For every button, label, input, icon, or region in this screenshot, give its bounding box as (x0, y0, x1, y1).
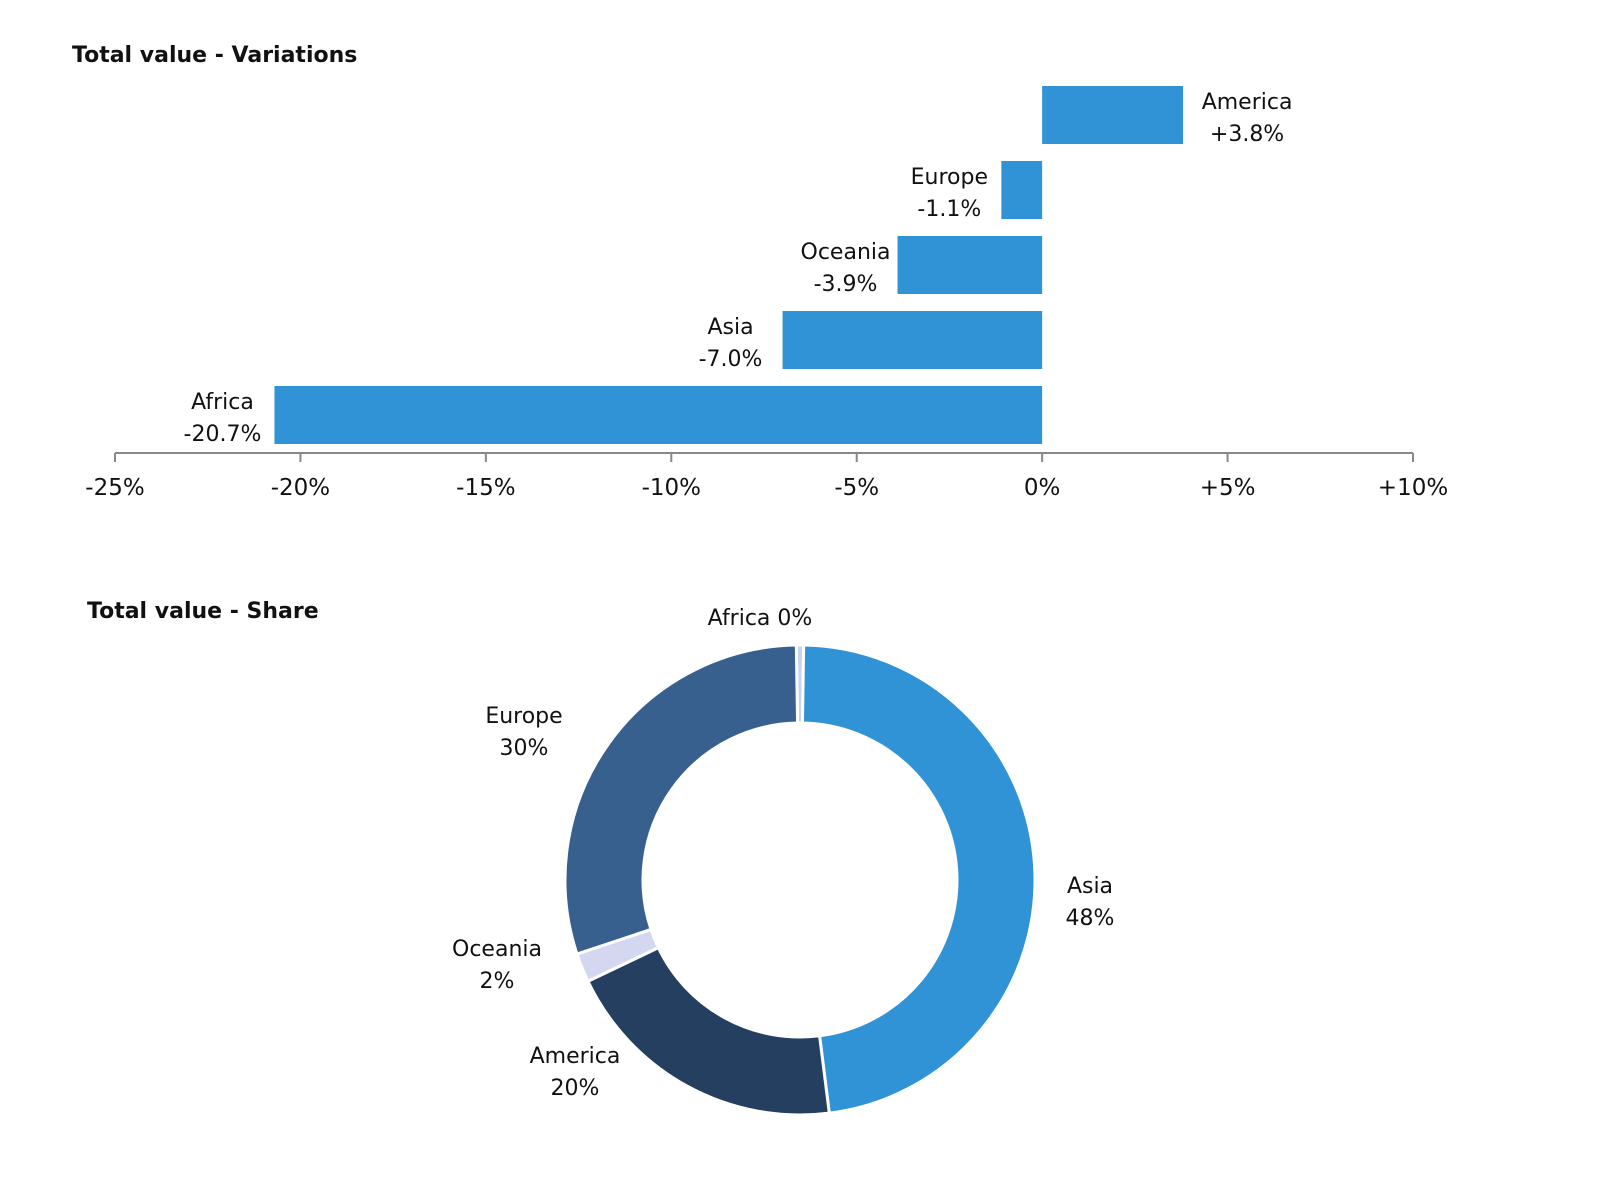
bar-label-africa: Africa (191, 390, 254, 415)
slice-asia (800, 643, 1037, 1115)
x-axis-ticks: -25% -20% -15% -10% -5% 0% +5% +10% (85, 453, 1448, 501)
tick-label: 0% (1024, 475, 1061, 501)
slice-europe (563, 643, 800, 956)
bar-oceania (897, 236, 1043, 294)
slice-america (585, 945, 831, 1117)
bar-africa (274, 386, 1043, 444)
slice-value-america: 20% (551, 1076, 600, 1101)
bar-america (1042, 86, 1184, 144)
bar-europe (1001, 161, 1043, 219)
slice-label-africa: Africa 0% (708, 606, 813, 631)
tick-label: +5% (1200, 475, 1256, 501)
tick-label: +10% (1378, 475, 1448, 501)
share-title: Total value - Share (87, 599, 319, 624)
bar-label-america: America (1202, 90, 1293, 115)
bar-value-africa: -20.7% (184, 422, 262, 447)
slice-value-oceania: 2% (480, 969, 515, 994)
bar-value-oceania: -3.9% (814, 272, 878, 297)
tick-label: -5% (834, 475, 879, 501)
tick-label: -20% (271, 475, 330, 501)
slice-label-europe: Europe (485, 704, 562, 729)
bar-label-asia: Asia (707, 315, 753, 340)
bar-asia (782, 311, 1043, 369)
slice-label-asia: Asia (1067, 874, 1113, 899)
bar-label-oceania: Oceania (801, 240, 891, 265)
slice-label-america: America (530, 1044, 621, 1069)
slice-label-oceania: Oceania (452, 937, 542, 962)
donut-layer (563, 643, 1037, 1117)
bar-label-europe: Europe (911, 165, 988, 190)
donut-labels: Africa 0% Asia 48% America 20% Oceania 2% Europ… (452, 606, 1114, 1101)
tick-label: -25% (85, 475, 144, 501)
slice-value-asia: 48% (1066, 906, 1115, 931)
bar-value-asia: -7.0% (699, 347, 763, 372)
tick-label: -15% (456, 475, 515, 501)
share-chart: Total value - Share Africa 0% Asia 48% Amer… (87, 599, 1114, 1117)
variations-title: Total value - Variations (72, 43, 357, 68)
bars-layer: America +3.8% Europe -1.1% Oceania -3.9% Asia -… (184, 86, 1293, 447)
tick-label: -10% (642, 475, 701, 501)
bar-value-america: +3.8% (1210, 122, 1284, 147)
variations-chart: Total value - Variations America +3.8% Eur… (72, 43, 1448, 501)
slice-value-europe: 30% (500, 736, 549, 761)
bar-value-europe: -1.1% (917, 197, 981, 222)
